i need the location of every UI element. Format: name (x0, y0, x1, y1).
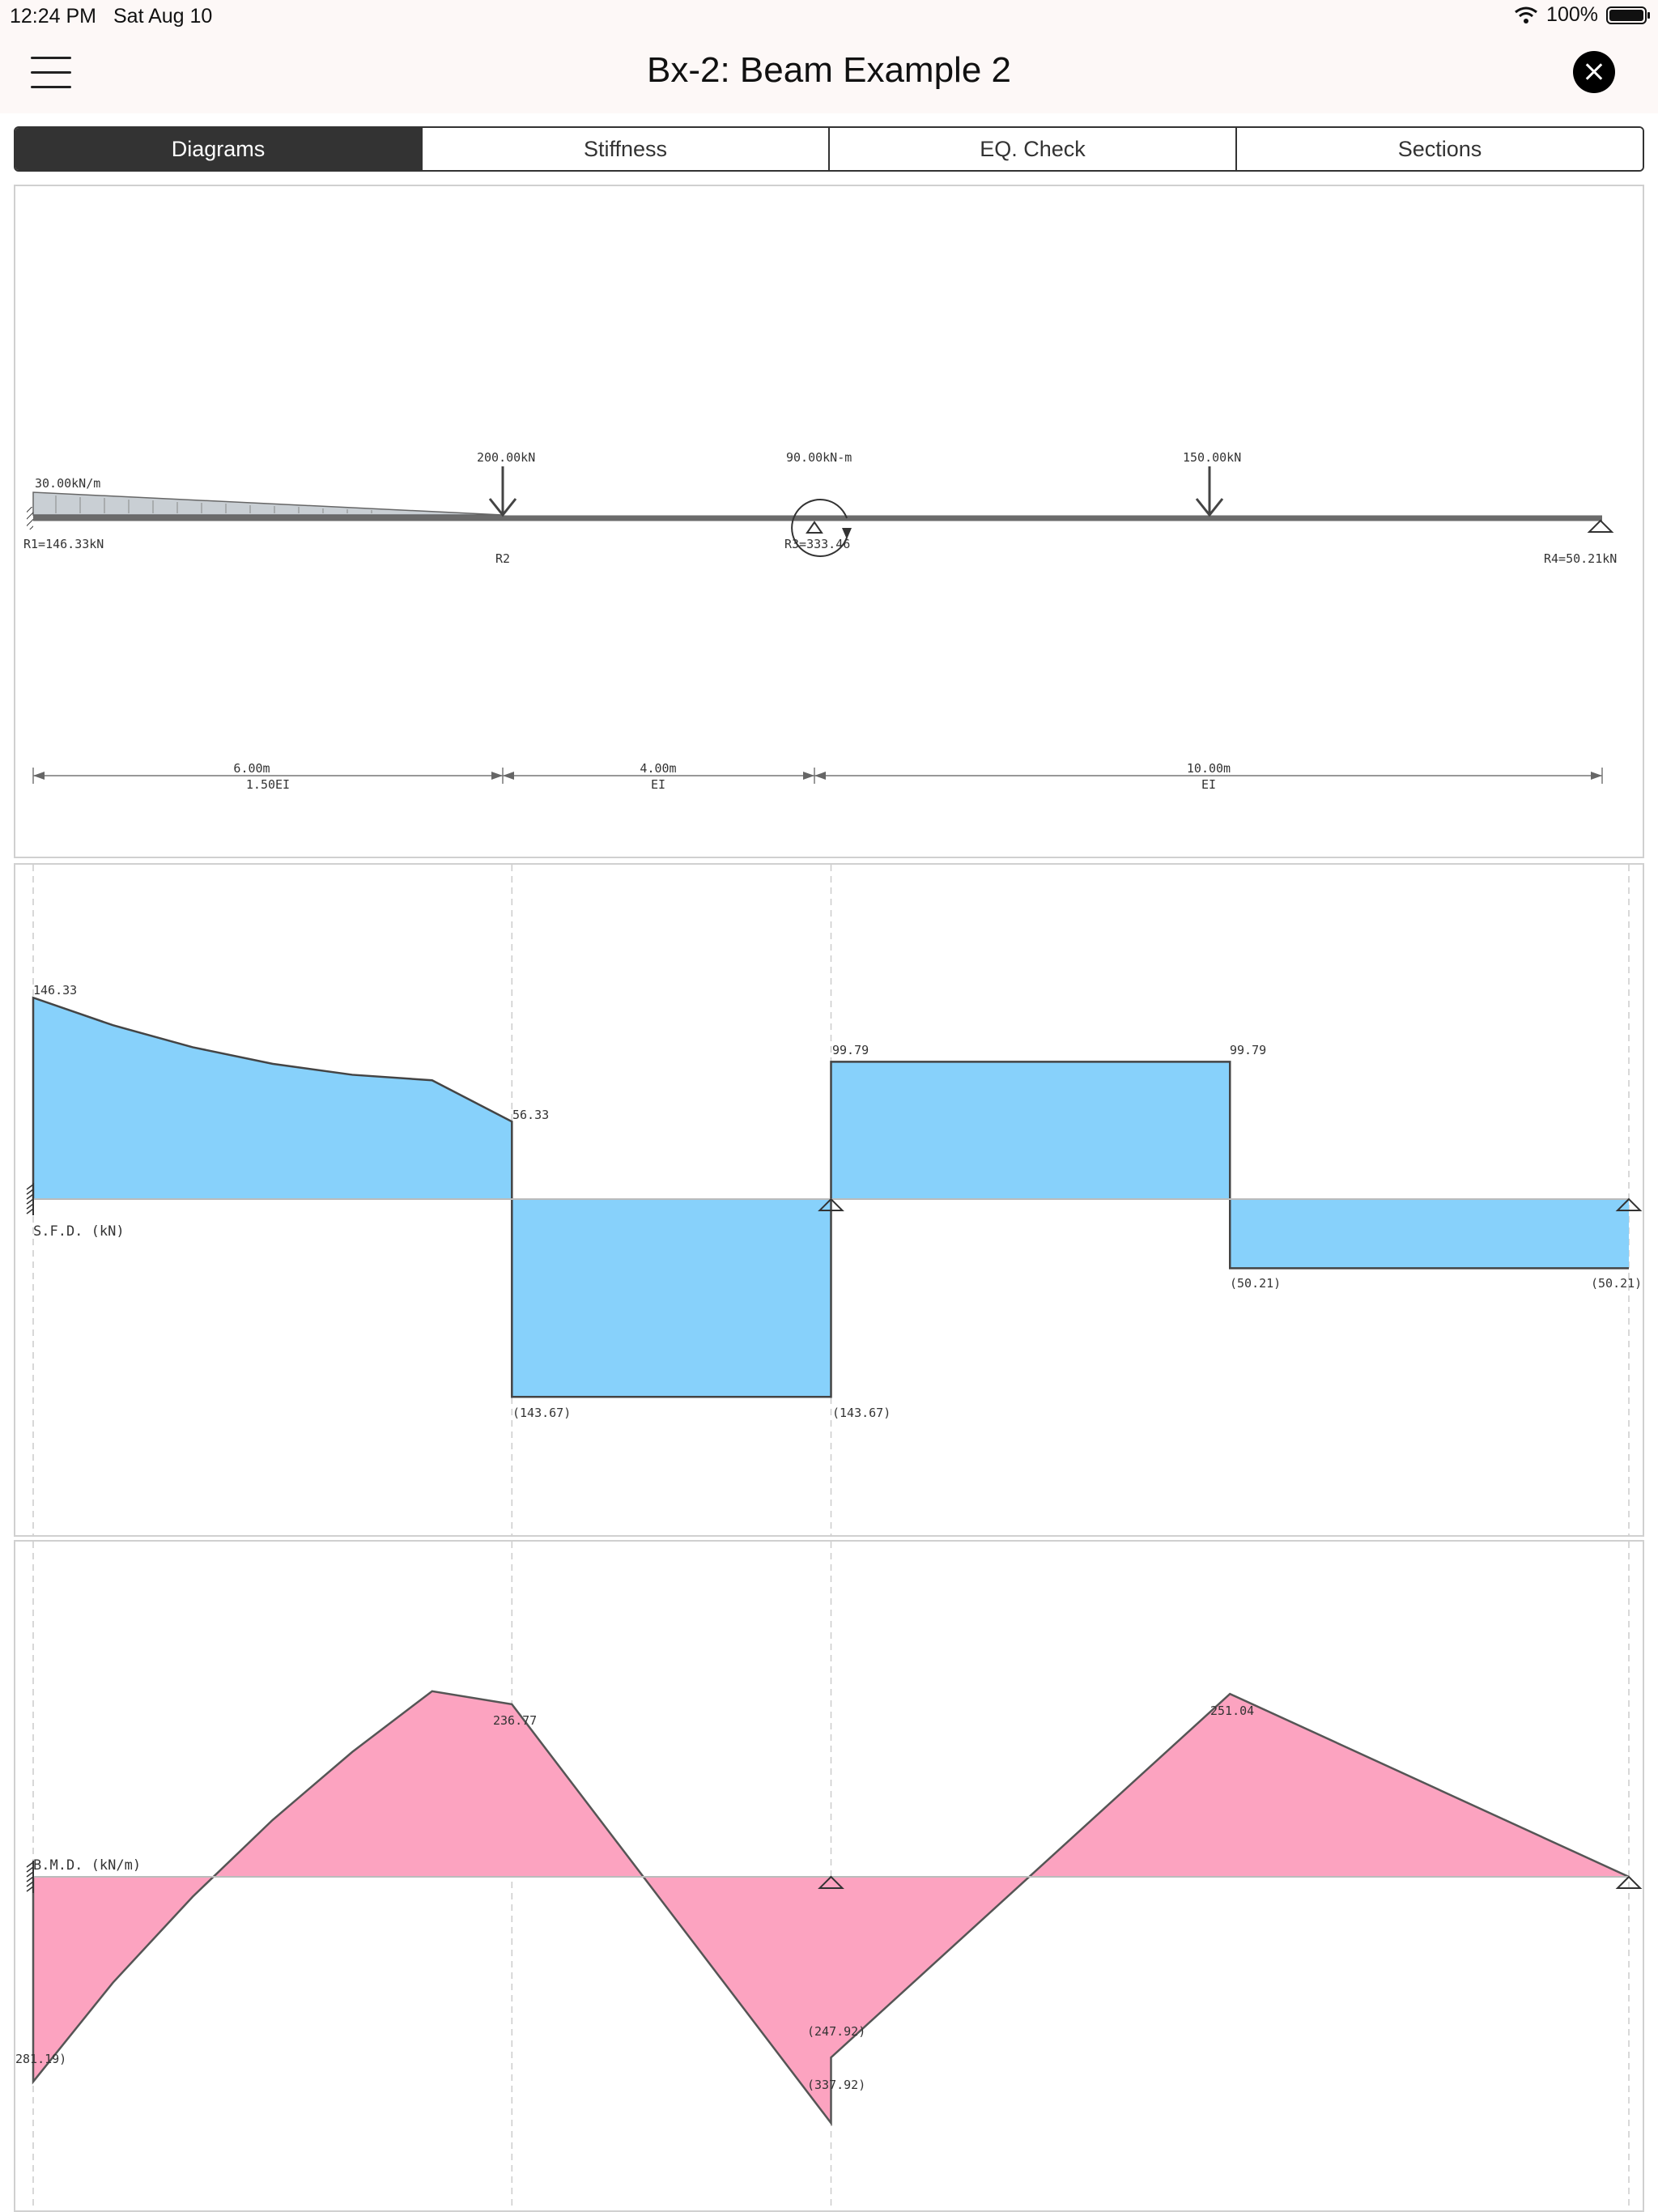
roller-support-icon-1 (1615, 1197, 1643, 1211)
bending-moment-diagram: B.M.D. (kN/m) 281.19) 236.77 (247.92) (337.9… (15, 1542, 1643, 2210)
value-label: (50.21) (1230, 1276, 1281, 1291)
status-time: 12:24 PM (10, 5, 97, 28)
distributed-load: 30.00kN/m (32, 476, 504, 516)
tab-diagrams[interactable]: Diagrams (15, 128, 421, 170)
span-3-stiffness: EI (1201, 777, 1216, 792)
roller-support-icon-1 (1615, 1875, 1643, 1889)
span-1-length: 6.00m (233, 761, 270, 776)
point-load-1-label: 200.00kN (477, 450, 535, 465)
span-dimensions (32, 768, 1603, 784)
diagram-outline (32, 996, 1629, 1398)
value-label: (50.21) (1591, 1276, 1642, 1291)
reaction-r1-label: R1=146.33kN (23, 537, 104, 551)
diagram-outline (32, 1690, 1630, 2126)
page-title: Bx-2: Beam Example 2 (647, 50, 1011, 90)
fixed-support-icon (27, 507, 33, 530)
fixed-support-icon (26, 1861, 34, 1892)
fixed-support-icon (26, 1184, 34, 1214)
point-load-1: 200.00kN (477, 450, 535, 517)
shear-force-diagram-panel: S.F.D. (kN) 146.33 56.33 (143.67) (143.67) 99… (14, 863, 1644, 1537)
roller-support-icon-0 (818, 1197, 844, 1211)
reaction-r3-label: R3=333.46 (784, 537, 850, 551)
tab-sections[interactable]: Sections (1235, 128, 1643, 170)
tab-eq-check[interactable]: EQ. Check (828, 128, 1235, 170)
span-1-stiffness: 1.50EI (246, 777, 290, 792)
diagram-area (33, 1691, 1629, 2124)
value-label: (337.92) (807, 2078, 865, 2092)
value-label: 146.33 (33, 983, 77, 998)
distributed-load-label: 30.00kN/m (35, 476, 100, 491)
navigation-bar: Bx-2: Beam Example 2 (0, 32, 1658, 113)
menu-button[interactable] (31, 57, 71, 89)
span-2-length: 4.00m (640, 761, 676, 776)
load-diagram-svg: 30.00kN/m 200.00kN 90.00kN-m 150.00kN R1… (23, 450, 1617, 792)
segmented-tabs: Diagrams Stiffness EQ. Check Sections (14, 126, 1644, 172)
span-3-length: 10.00m (1187, 761, 1231, 776)
battery-percent: 100% (1546, 3, 1598, 26)
support-r4-icon (1587, 519, 1614, 533)
diagram-axis-label: S.F.D. (kN) (33, 1223, 125, 1240)
hamburger-icon (31, 57, 71, 59)
value-label: 236.77 (493, 1713, 537, 1728)
moment-load: 90.00kN-m (786, 450, 852, 557)
span-2-stiffness: EI (651, 777, 665, 792)
value-label: (143.67) (512, 1406, 571, 1420)
support-r3-icon (806, 521, 823, 534)
value-label: (247.92) (807, 2024, 865, 2039)
diagram-axis-label: B.M.D. (kN/m) (33, 1857, 141, 1874)
value-label: 281.19) (15, 2052, 66, 2066)
roller-support-icon-0 (818, 1875, 844, 1889)
point-load-2: 150.00kN (1183, 450, 1241, 517)
shear-force-diagram: S.F.D. (kN) 146.33 56.33 (143.67) (143.67) 99… (26, 865, 1643, 1535)
tab-stiffness[interactable]: Stiffness (421, 128, 828, 170)
wifi-icon (1515, 6, 1537, 23)
moment-load-label: 90.00kN-m (786, 450, 852, 465)
bending-moment-diagram-panel: B.M.D. (kN/m) 281.19) 236.77 (247.92) (337.9… (14, 1540, 1644, 2212)
close-button[interactable] (1573, 51, 1615, 93)
value-label: 56.33 (512, 1108, 549, 1122)
status-right: 100% (1514, 3, 1650, 27)
status-bar: 12:24 PM Sat Aug 10 100% (0, 0, 1658, 32)
point-load-2-label: 150.00kN (1183, 450, 1241, 465)
status-date: Sat Aug 10 (113, 5, 213, 28)
value-label: 99.79 (1230, 1043, 1266, 1057)
value-label: (143.67) (832, 1406, 891, 1420)
value-label: 99.79 (832, 1043, 869, 1057)
load-diagram-panel: 30.00kN/m 200.00kN 90.00kN-m 150.00kN R1… (14, 185, 1644, 858)
reaction-r2-label: R2 (495, 551, 510, 566)
battery-icon (1606, 6, 1650, 24)
reaction-r4-label: R4=50.21kN (1544, 551, 1617, 566)
value-label: 251.04 (1210, 1704, 1254, 1718)
